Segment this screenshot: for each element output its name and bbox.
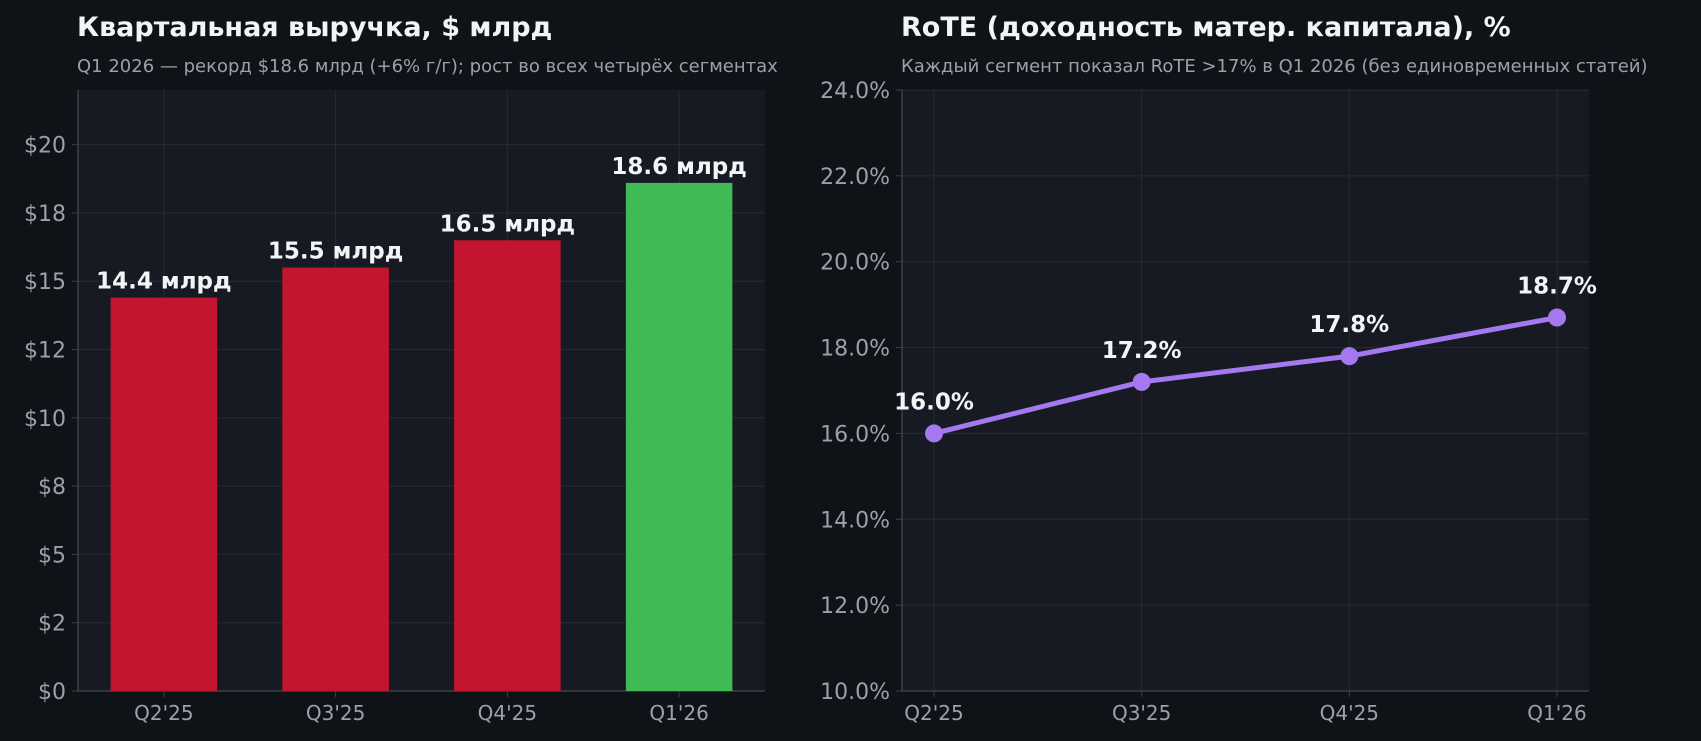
revenue-chart-title: Квартальная выручка, $ млрд — [77, 12, 552, 43]
y-tick-label: $20 — [24, 134, 66, 159]
bar-value-label: 15.5 млрд — [268, 239, 403, 265]
rote-line — [931, 315, 1560, 436]
y-tick-label: $12 — [24, 339, 66, 364]
point-value-label: 16.0% — [894, 389, 974, 415]
revenue-chart-subtitle: Q1 2026 — рекорд $18.6 млрд (+6% г/г); р… — [77, 56, 778, 77]
y-tick-label: $15 — [24, 270, 66, 295]
rote-line-series — [925, 308, 1566, 443]
revenue-bar — [454, 240, 561, 691]
y-tick-label: 18.0% — [820, 337, 890, 362]
point-value-label: 17.2% — [1102, 338, 1182, 364]
rote-point — [925, 424, 943, 443]
rote-labels: 16.0% 17.2% 17.8% 18.7% — [894, 274, 1597, 416]
bar-value-label: 18.6 млрд — [611, 154, 746, 180]
x-tick-label: Q3'25 — [306, 701, 365, 725]
rote-chart-subtitle: Каждый сегмент показал RoTE >17% в Q1 20… — [901, 56, 1648, 77]
bar-value-label: 14.4 млрд — [96, 269, 231, 295]
x-tick-label: Q3'25 — [1112, 701, 1171, 725]
point-value-label: 18.7% — [1517, 274, 1597, 300]
x-tick-label: Q2'25 — [904, 701, 963, 725]
y-tick-label: $18 — [24, 202, 66, 227]
point-value-label: 17.8% — [1309, 312, 1389, 338]
revenue-labels: 14.4 млрд 15.5 млрд 16.5 млрд 18.6 млрд — [96, 154, 747, 295]
y-tick-label: 20.0% — [820, 251, 890, 276]
revenue-chart: Квартальная выручка, $ млрд Q1 2026 — ре… — [24, 12, 778, 725]
x-tick-label: Q2'25 — [134, 701, 193, 725]
revenue-axes: $0 $2 $5 $8 $10 $12 $15 $18 $20 Q2'25 Q3'25 Q4'25 Q1… — [24, 90, 765, 725]
revenue-bars — [110, 182, 733, 691]
x-tick-label: Q4'25 — [478, 701, 537, 725]
rote-chart: RoTE (доходность матер. капитала), % Каж… — [820, 12, 1647, 725]
revenue-bar — [282, 267, 389, 691]
rote-plot-area — [902, 90, 1589, 691]
y-tick-label: 24.0% — [820, 79, 890, 104]
y-tick-label: 22.0% — [820, 165, 890, 190]
y-tick-label: $10 — [24, 407, 66, 432]
rote-point — [1340, 347, 1359, 366]
x-tick-label: Q1'26 — [649, 701, 708, 725]
x-tick-label: Q4'25 — [1320, 701, 1379, 725]
y-tick-label: 12.0% — [820, 594, 890, 619]
y-tick-label: $2 — [38, 612, 66, 637]
bar-value-label: 16.5 млрд — [440, 211, 575, 237]
revenue-bar — [625, 182, 733, 691]
rote-point — [1548, 308, 1566, 327]
y-tick-label: $5 — [38, 543, 66, 568]
rote-chart-title: RoTE (доходность матер. капитала), % — [901, 12, 1511, 43]
rote-axes: 10.0% 12.0% 14.0% 16.0% 18.0% 20.0% 22.0% 24.0%… — [820, 79, 1589, 725]
y-tick-label: $0 — [38, 680, 66, 705]
y-tick-label: 16.0% — [820, 422, 890, 447]
revenue-bar — [110, 297, 218, 691]
y-tick-label: $8 — [38, 475, 66, 500]
y-tick-label: 14.0% — [820, 508, 890, 533]
y-tick-label: 10.0% — [820, 680, 890, 705]
rote-point — [1132, 372, 1151, 391]
x-tick-label: Q1'26 — [1527, 701, 1586, 725]
